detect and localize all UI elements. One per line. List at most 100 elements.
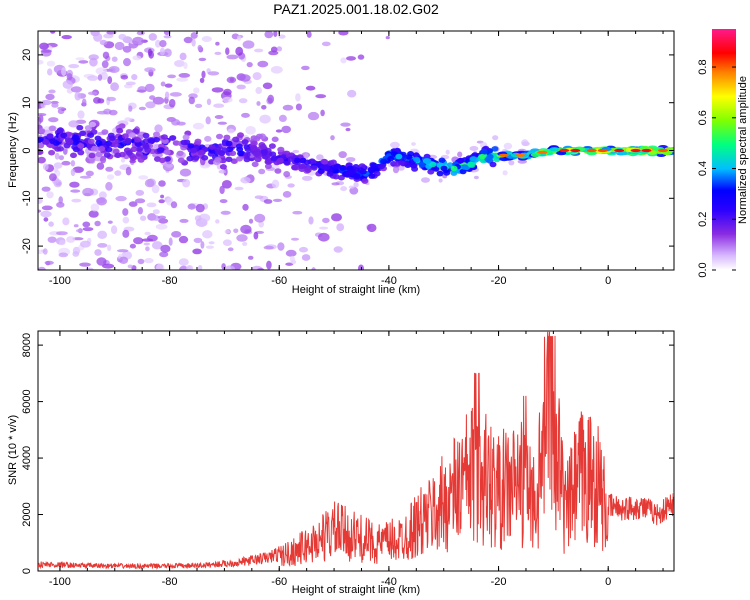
spectrum-blob <box>214 156 222 163</box>
spectrum-blob <box>169 135 177 141</box>
spectrum-blob <box>195 203 205 213</box>
spectrum-blob <box>285 262 294 266</box>
spectrum-blob <box>105 146 113 153</box>
spectrum-blob <box>205 245 214 249</box>
spectrogram-x-tick-label: -80 <box>162 275 178 287</box>
spectrum-blob <box>132 55 142 61</box>
spectrum-blob <box>201 70 206 79</box>
spectrum-blob <box>254 213 266 223</box>
spectrum-blob <box>349 186 359 195</box>
spectrum-blob <box>252 72 262 81</box>
spectrum-blob <box>223 88 232 96</box>
spectrum-blob <box>330 164 338 171</box>
spectrum-blob <box>318 232 330 242</box>
spectrum-blob <box>135 189 145 196</box>
spectrum-blob <box>187 143 195 149</box>
spectrum-blob <box>232 136 240 143</box>
spectrum-blob <box>299 246 308 253</box>
spectrum-blob <box>503 142 513 150</box>
spectrum-blob <box>142 132 150 139</box>
spectrum-blob <box>121 133 129 139</box>
spectrum-blob <box>239 74 251 82</box>
spectrogram-x-tick-label: -60 <box>271 275 287 287</box>
spectrum-blob <box>107 220 113 224</box>
spectrum-blob <box>423 153 431 160</box>
spectrum-blob <box>72 139 80 146</box>
spectrum-blob <box>502 170 508 176</box>
spectrum-blob <box>58 196 63 204</box>
spectrum-blob <box>154 124 163 133</box>
spectrum-blob <box>457 157 465 164</box>
spectrum-blob <box>96 197 107 206</box>
spectrum-blob <box>164 83 173 88</box>
spectrum-blob <box>271 179 280 189</box>
spectrum-blob <box>144 67 156 73</box>
spectrum-blob <box>224 265 235 270</box>
spectrum-blob <box>226 76 237 84</box>
spectrum-blob <box>492 135 499 141</box>
snr-x-tick-label: -60 <box>271 576 287 588</box>
spectrum-blob <box>164 91 170 100</box>
spectrum-blob <box>134 137 142 143</box>
spectrum-blob <box>82 221 91 228</box>
spectrum-blob <box>155 39 161 48</box>
spectrum-blob <box>277 146 285 153</box>
spectrum-blob <box>98 145 106 152</box>
spectrum-blob <box>617 151 628 156</box>
spectrum-blob <box>97 230 108 239</box>
spectrum-blob <box>48 149 56 156</box>
spectrum-blob <box>331 182 340 186</box>
spectrum-blob <box>530 152 541 157</box>
spectrum-blob <box>94 249 102 256</box>
spectrum-blob <box>246 62 253 68</box>
spectrum-blob <box>158 180 166 187</box>
spectrum-blob <box>586 151 597 156</box>
spectrogram-x-tick-label: -40 <box>381 275 397 287</box>
spectrogram-heatmap <box>38 31 674 270</box>
spectrogram-y-tick-label: 20 <box>21 49 33 61</box>
spectrum-blob <box>101 129 109 135</box>
spectrum-blob <box>230 158 238 164</box>
snr-x-ticks: -100 -80 -60 -40 -20 0 <box>49 331 664 588</box>
spectrum-blob <box>438 157 446 164</box>
spectrum-blob <box>167 74 177 79</box>
spectrum-blob <box>440 165 448 172</box>
spectrum-blob <box>338 168 346 174</box>
spectrum-peak <box>570 148 581 153</box>
spectrum-blob <box>84 125 92 131</box>
spectrum-blob <box>315 94 327 99</box>
spectrum-blob <box>195 103 203 108</box>
colorbar-gradient <box>712 29 736 270</box>
spectrum-blob <box>265 159 273 165</box>
spectrum-blob <box>208 148 216 154</box>
spectrum-blob <box>236 156 243 162</box>
spectrum-blob <box>38 113 47 117</box>
spectrogram-x-ticks: -100 -80 -60 -40 -20 0 <box>49 31 664 287</box>
spectrum-blob <box>499 156 510 162</box>
spectrum-blob <box>106 31 117 35</box>
spectrum-blob <box>152 96 165 105</box>
spectrum-blob <box>177 157 185 164</box>
spectrum-blob <box>106 96 116 102</box>
spectrum-blob <box>397 165 405 171</box>
spectrum-blob <box>155 223 168 230</box>
spectrum-blob <box>103 152 111 158</box>
snr-y-tick-label: 2000 <box>21 502 33 526</box>
spectrum-peak <box>597 148 608 153</box>
spectrum-blob <box>193 87 200 94</box>
spectrum-blob <box>39 42 49 50</box>
spectrum-blob <box>188 96 195 105</box>
spectrum-blob <box>549 147 560 152</box>
spectrum-blob <box>108 109 118 116</box>
colorbar-label: Normalized spectral amplitude <box>737 76 749 224</box>
spectrum-blob <box>49 138 57 145</box>
spectrum-blob <box>62 80 73 89</box>
spectrum-blob <box>122 216 130 224</box>
spectrum-blob <box>56 201 65 208</box>
spectrum-blob <box>137 258 145 265</box>
spectrum-blob <box>176 150 184 157</box>
spectrum-blob <box>367 166 375 173</box>
spectrum-blob <box>225 47 230 55</box>
spectrum-blob <box>142 143 150 149</box>
